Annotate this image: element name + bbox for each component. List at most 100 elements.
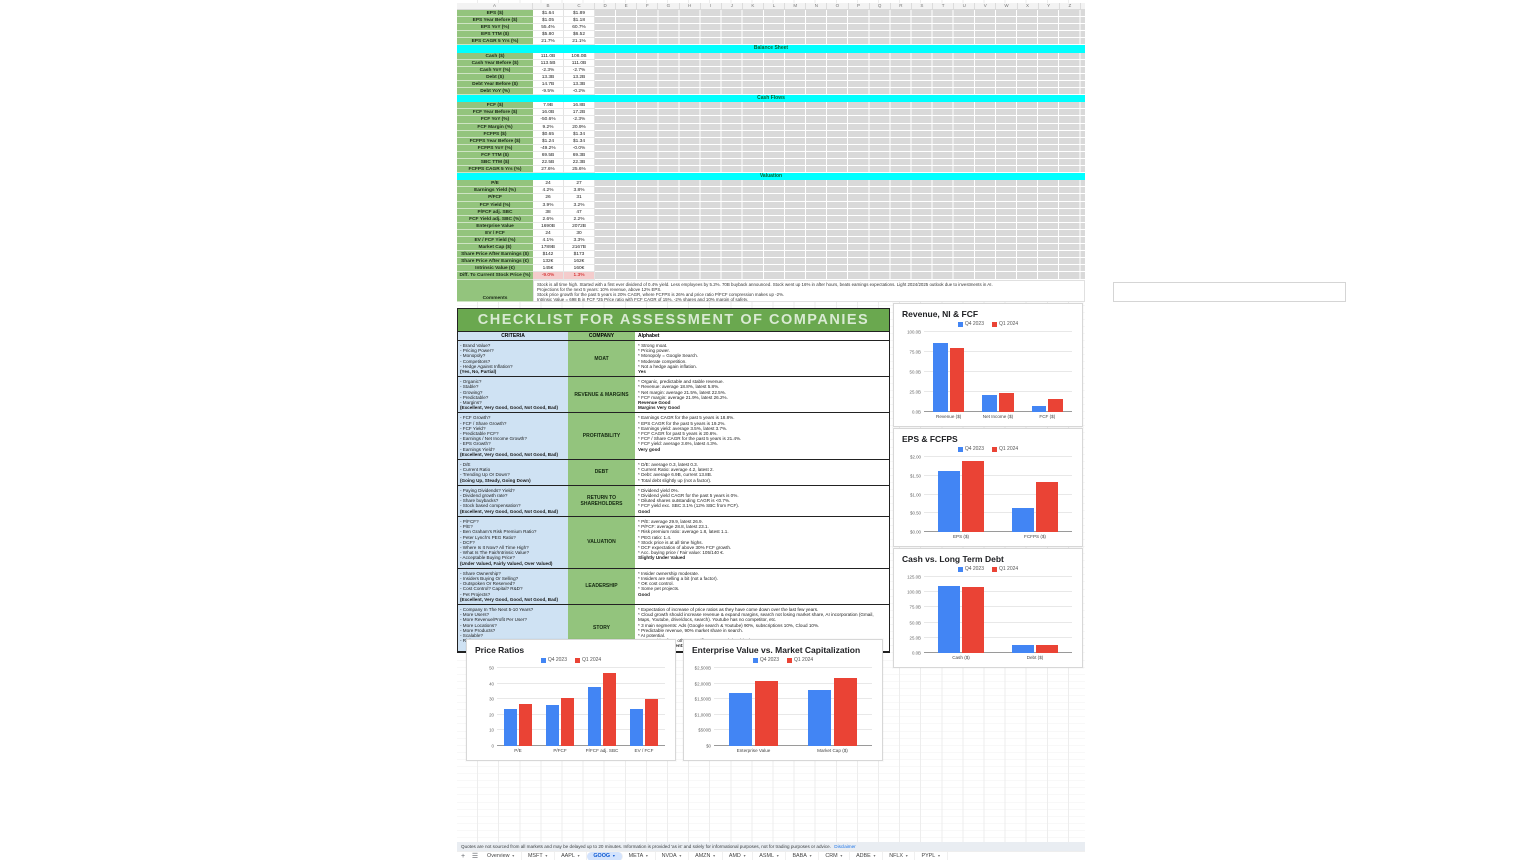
empty-cells[interactable] (595, 151, 1085, 159)
empty-cells[interactable] (595, 215, 1085, 223)
empty-cells[interactable] (595, 222, 1085, 230)
metric-q1-cell[interactable]: 108.0B (564, 52, 595, 60)
empty-cells[interactable] (595, 38, 1085, 46)
metric-label-cell[interactable]: P/E (457, 180, 533, 188)
metric-label-cell[interactable]: EPS YoY (%) (457, 24, 533, 32)
metric-label-cell[interactable]: EV / FCF (457, 229, 533, 237)
criteria-cell[interactable]: - Paying Dividends? Yield? - Dividend gro… (458, 485, 568, 516)
metric-label-cell[interactable]: Debt Year Before ($) (457, 80, 533, 89)
column-header-S[interactable]: S (912, 3, 933, 9)
metric-q1-cell[interactable]: 2167B (564, 244, 595, 252)
sheet-tab-meta[interactable]: META ▼ (623, 852, 656, 860)
metric-q4-cell[interactable]: 1789B (533, 244, 564, 252)
metric-q4-cell[interactable]: 13.3B (533, 73, 564, 81)
metric-q1-cell[interactable]: -2.3% (564, 116, 595, 124)
metric-q4-cell[interactable]: 7.9B (533, 102, 564, 110)
sheet-tab-adbe[interactable]: ADBE ▼ (850, 852, 884, 860)
metric-q4-cell[interactable]: 2.6% (533, 215, 564, 223)
empty-cells[interactable] (595, 10, 1085, 18)
empty-cells[interactable] (595, 109, 1085, 117)
metric-q4-cell[interactable]: 16.0B (533, 109, 564, 117)
criteria-cell[interactable]: - D/E - Current Ratio - Trending Up Or Dow… (458, 460, 568, 485)
column-header-X[interactable]: X (1018, 3, 1039, 9)
metric-label-cell[interactable]: FCF Yield adj. SBC (%) (457, 215, 533, 223)
metric-label-cell[interactable]: EV / FCF Yield (%) (457, 237, 533, 245)
chart-eps-fcfps[interactable]: EPS & FCFPS Q4 2023 Q1 2024 $0.00 $0.50 $1.00… (893, 428, 1083, 547)
sheet-tab-amzn[interactable]: AMZN ▼ (689, 852, 723, 860)
metric-q4-cell[interactable]: -9.5% (533, 88, 564, 96)
empty-cells[interactable] (595, 123, 1085, 131)
metric-q1-cell[interactable]: 20.9% (564, 123, 595, 131)
criteria-cell[interactable]: - FCF Growth? - FCF / Share Growth? - FCF … (458, 413, 568, 460)
sheet-tab-nvda[interactable]: NVDA ▼ (656, 852, 690, 860)
metric-label-cell[interactable]: P/FCF adj. SBC (457, 208, 533, 216)
metric-q4-cell[interactable]: 27.6% (533, 166, 564, 174)
metric-q1-cell[interactable]: $1.18 (564, 17, 595, 25)
empty-cells[interactable] (595, 180, 1085, 188)
sheet-tab-overview[interactable]: Overview ▼ (481, 852, 522, 860)
category-cell[interactable]: VALUATION (568, 516, 635, 568)
metric-q1-cell[interactable]: 2.2% (564, 215, 595, 223)
notes-cell[interactable]: * Insider ownership moderate. * Insiders … (635, 568, 889, 604)
column-header-F[interactable]: F (637, 3, 659, 9)
metric-q4-cell[interactable]: 4.1% (533, 237, 564, 245)
empty-cells[interactable] (595, 237, 1085, 245)
metric-q1-cell[interactable]: 111.0B (564, 59, 595, 67)
column-header-O[interactable]: O (827, 3, 849, 9)
metric-q4-cell[interactable]: 55.4% (533, 24, 564, 32)
section-header-row[interactable]: Cash Flows (457, 95, 1085, 103)
metric-q4-cell[interactable]: 3.9% (533, 201, 564, 209)
column-header-A[interactable]: A (457, 3, 533, 9)
empty-cells[interactable] (595, 194, 1085, 202)
empty-cells[interactable] (595, 187, 1085, 195)
metric-label-cell[interactable]: Share Price After Earnings (€) (457, 258, 533, 266)
metric-label-cell[interactable]: Debt ($) (457, 73, 533, 81)
notes-cell[interactable]: * Dividend yield 0%. * Dividend yield CAG… (635, 485, 889, 516)
metric-label-cell[interactable]: SBC TTM ($) (457, 158, 533, 167)
column-header-Z[interactable]: Z (1060, 3, 1081, 9)
metric-q1-cell[interactable]: 69.3B (564, 151, 595, 159)
metric-q4-cell[interactable]: $1.24 (533, 137, 564, 145)
metric-q4-cell[interactable]: 38 (533, 208, 564, 216)
empty-cells[interactable] (595, 102, 1085, 110)
notes-cell[interactable]: * P/E: average 29.9, latest 26.9. * P/FCF… (635, 516, 889, 568)
metric-label-cell[interactable]: P/FCF (457, 194, 533, 202)
empty-cells[interactable] (595, 166, 1085, 174)
column-header-N[interactable]: N (806, 3, 828, 9)
sheet-tab-crm[interactable]: CRM ▼ (819, 852, 851, 860)
category-cell[interactable]: DEBT (568, 460, 635, 485)
metric-q4-cell[interactable]: 26 (533, 194, 564, 202)
column-header-U[interactable]: U (954, 3, 976, 9)
criteria-cell[interactable]: - Organic? - Stable? - Growing? - Predictab… (458, 377, 568, 413)
checklist-header-criteria[interactable]: CRITERIA (458, 332, 568, 340)
disclaimer-link[interactable]: Disclaimer (834, 844, 856, 849)
metric-label-cell[interactable]: FCFPS CAGR 5 Yrs (%) (457, 166, 533, 174)
metric-q1-cell[interactable]: 162€ (564, 258, 595, 266)
section-header-row[interactable]: Valuation (457, 173, 1085, 181)
empty-cells[interactable] (595, 130, 1085, 138)
category-cell[interactable]: PROFITABILITY (568, 413, 635, 460)
metric-label-cell[interactable]: FCFPS YoY (%) (457, 144, 533, 152)
category-cell[interactable]: RETURN TO SHAREHOLDERS (568, 485, 635, 516)
notes-cell[interactable]: * D/E: average 0.3, latest 0.3. * Current… (635, 460, 889, 485)
metric-q4-cell[interactable]: 145€ (533, 265, 564, 273)
metric-label-cell[interactable]: EPS TTM ($) (457, 31, 533, 39)
chart-price-ratios[interactable]: Price Ratios Q4 2023 Q1 2024 0 10 20 30 40 50 P/E… (466, 639, 676, 761)
sheet-tab-goog[interactable]: GOOG ▼ (587, 852, 623, 860)
metric-q1-cell[interactable]: 30 (564, 229, 595, 237)
metric-label-cell[interactable]: FCF Margin (%) (457, 123, 533, 131)
column-header-M[interactable]: M (785, 3, 807, 9)
metric-label-cell[interactable]: Cash YoY (%) (457, 66, 533, 74)
category-cell[interactable]: MOAT (568, 341, 635, 377)
metric-q4-cell[interactable]: -2.3% (533, 66, 564, 74)
empty-cells[interactable] (595, 244, 1085, 252)
metric-q1-cell[interactable]: -2.7% (564, 66, 595, 74)
metric-q4-cell[interactable]: 4.2% (533, 187, 564, 195)
empty-cells[interactable] (595, 52, 1085, 60)
metric-q4-cell[interactable]: 113.5B (533, 59, 564, 67)
empty-cells[interactable] (595, 251, 1085, 259)
notes-cell[interactable]: * Strong moat. * Pricing power. * Monopoly… (635, 341, 889, 377)
metric-q1-cell[interactable]: $173 (564, 251, 595, 259)
criteria-cell[interactable]: - Share Ownership? - Insiders Buying Or S… (458, 568, 568, 604)
comments-text-cell[interactable]: Stock is all time high. Started with a f… (533, 279, 1085, 302)
